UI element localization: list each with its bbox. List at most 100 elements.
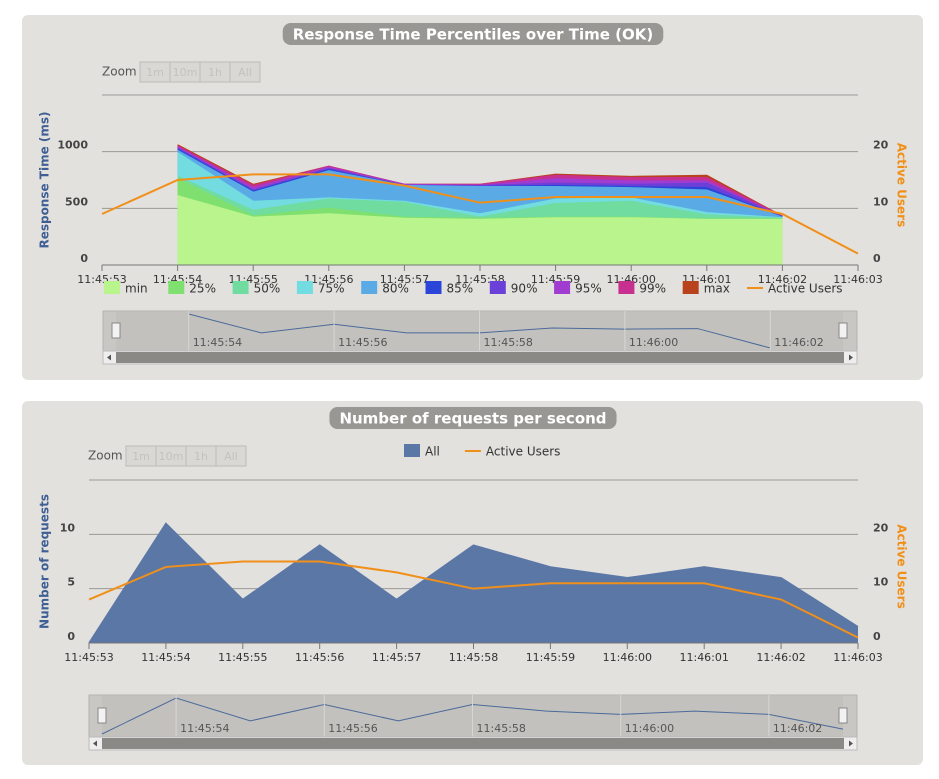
y2-tick-label: 20 (873, 139, 889, 152)
line (88, 560, 859, 639)
legend-swatch[interactable] (618, 281, 635, 294)
navigator-handle[interactable] (111, 322, 121, 339)
legend-label[interactable]: Active Users (768, 282, 843, 296)
y2-tick-label: 0 (873, 630, 881, 643)
navigator-label: 11:46:02 (774, 336, 823, 349)
area-edge (177, 152, 783, 219)
navigator-handle[interactable] (97, 707, 107, 724)
navigator-label: 11:46:00 (629, 336, 678, 349)
legend-swatch[interactable] (489, 281, 506, 294)
area-edge (177, 195, 783, 221)
chart-title: Response Time Percentiles over Time (OK) (293, 26, 654, 44)
legend-swatch[interactable] (104, 281, 120, 294)
legend-swatch[interactable] (404, 444, 420, 457)
x-tick-label: 11:45:54 (141, 651, 190, 664)
x-tick-label: 11:46:03 (833, 651, 882, 664)
x-tick-label: 11:46:02 (756, 651, 805, 664)
navigator-handle[interactable] (838, 322, 848, 339)
x-tick-label: 11:46:02 (758, 273, 807, 286)
area (89, 523, 858, 643)
legend-label[interactable]: 25% (189, 282, 216, 296)
x-tick-label: 11:45:55 (218, 651, 267, 664)
title-pill (329, 407, 617, 429)
scrollbar-thumb[interactable] (102, 738, 844, 749)
zoom-button[interactable] (229, 61, 261, 83)
navigator-label: 11:45:58 (477, 722, 526, 735)
y2-tick-label: 10 (873, 195, 889, 208)
area (177, 195, 783, 265)
navigator-label: 11:45:56 (338, 336, 387, 349)
x-tick-label: 11:46:00 (603, 651, 652, 664)
x-tick-label: 11:46:01 (679, 651, 728, 664)
legend-swatch[interactable] (554, 281, 571, 294)
x-tick-label: 11:45:56 (304, 273, 353, 286)
x-tick-label: 11:45:56 (295, 651, 344, 664)
legend-label[interactable]: Active Users (486, 445, 561, 459)
navigator-label: 11:45:56 (328, 722, 377, 735)
legend-swatch[interactable] (682, 281, 699, 294)
zoom-label: Zoom (102, 65, 137, 79)
legend-swatch[interactable] (361, 281, 378, 294)
legend-label[interactable]: 50% (254, 282, 281, 296)
y-axis-label: Number of requests (38, 494, 52, 629)
y2-tick-label: 0 (873, 252, 881, 265)
y-tick-label: 0 (67, 630, 75, 643)
y-tick-label: 500 (65, 195, 88, 208)
scrollbar-left-arrow[interactable] (107, 354, 111, 361)
navigator-label: 11:45:54 (180, 722, 229, 735)
legend-label[interactable]: 99% (639, 282, 666, 296)
zoom-button-label: 10m (159, 450, 184, 463)
y2-tick-label: 10 (873, 576, 889, 589)
navigator-label: 11:45:54 (193, 336, 242, 349)
legend-swatch[interactable] (425, 281, 442, 294)
y-tick-label: 5 (67, 576, 75, 589)
x-tick-label: 11:45:58 (449, 651, 498, 664)
zoom-label: Zoom (88, 449, 123, 463)
zoom-button-label: 1m (132, 450, 150, 463)
legend-label[interactable]: 90% (511, 282, 538, 296)
zoom-button-label: 1h (208, 66, 222, 79)
x-tick-label: 11:45:54 (153, 273, 202, 286)
area-edge (177, 175, 783, 220)
chart-title: Number of requests per second (339, 410, 606, 428)
area-edge (177, 149, 783, 219)
legend-swatch[interactable] (296, 281, 313, 294)
navigator-handle[interactable] (838, 707, 848, 724)
legend-label[interactable]: 95% (575, 282, 602, 296)
x-tick-label: 11:45:57 (380, 273, 429, 286)
legend-swatch[interactable] (232, 281, 249, 294)
legend-label[interactable]: 80% (382, 282, 409, 296)
zoom-button-label: All (238, 66, 252, 79)
y2-axis-label: Active Users (895, 143, 909, 227)
x-tick-label: 11:45:59 (526, 651, 575, 664)
line (101, 173, 859, 255)
legend-label[interactable]: All (425, 445, 440, 459)
navigator-label: 11:46:02 (773, 722, 822, 735)
scrollbar-right-arrow[interactable] (849, 740, 853, 747)
zoom-button[interactable] (215, 445, 247, 467)
legend-label[interactable]: 75% (318, 282, 345, 296)
y-axis-label: Response Time (ms) (38, 111, 52, 248)
y2-tick-label: 20 (873, 521, 889, 534)
scrollbar-right-arrow[interactable] (849, 354, 853, 361)
legend-label[interactable]: min (125, 282, 148, 296)
zoom-button-label: 1m (146, 66, 164, 79)
x-tick-label: 11:45:53 (64, 651, 113, 664)
y2-axis-label: Active Users (895, 524, 909, 608)
zoom-button-label: All (224, 450, 238, 463)
scrollbar-left-arrow[interactable] (93, 740, 97, 747)
title-pill (282, 23, 664, 45)
y-tick-label: 10 (60, 521, 76, 534)
legend-label[interactable]: max (704, 282, 730, 296)
area-edge (177, 147, 783, 218)
y-tick-label: 0 (80, 252, 88, 265)
navigator-label: 11:45:58 (484, 336, 533, 349)
scrollbar-thumb[interactable] (116, 352, 844, 363)
navigator-label: 11:46:00 (625, 722, 674, 735)
y-tick-label: 1000 (57, 139, 88, 152)
x-tick-label: 11:46:03 (833, 273, 882, 286)
legend-swatch[interactable] (168, 281, 185, 294)
area-edge (177, 145, 783, 217)
legend-label[interactable]: 85% (447, 282, 474, 296)
